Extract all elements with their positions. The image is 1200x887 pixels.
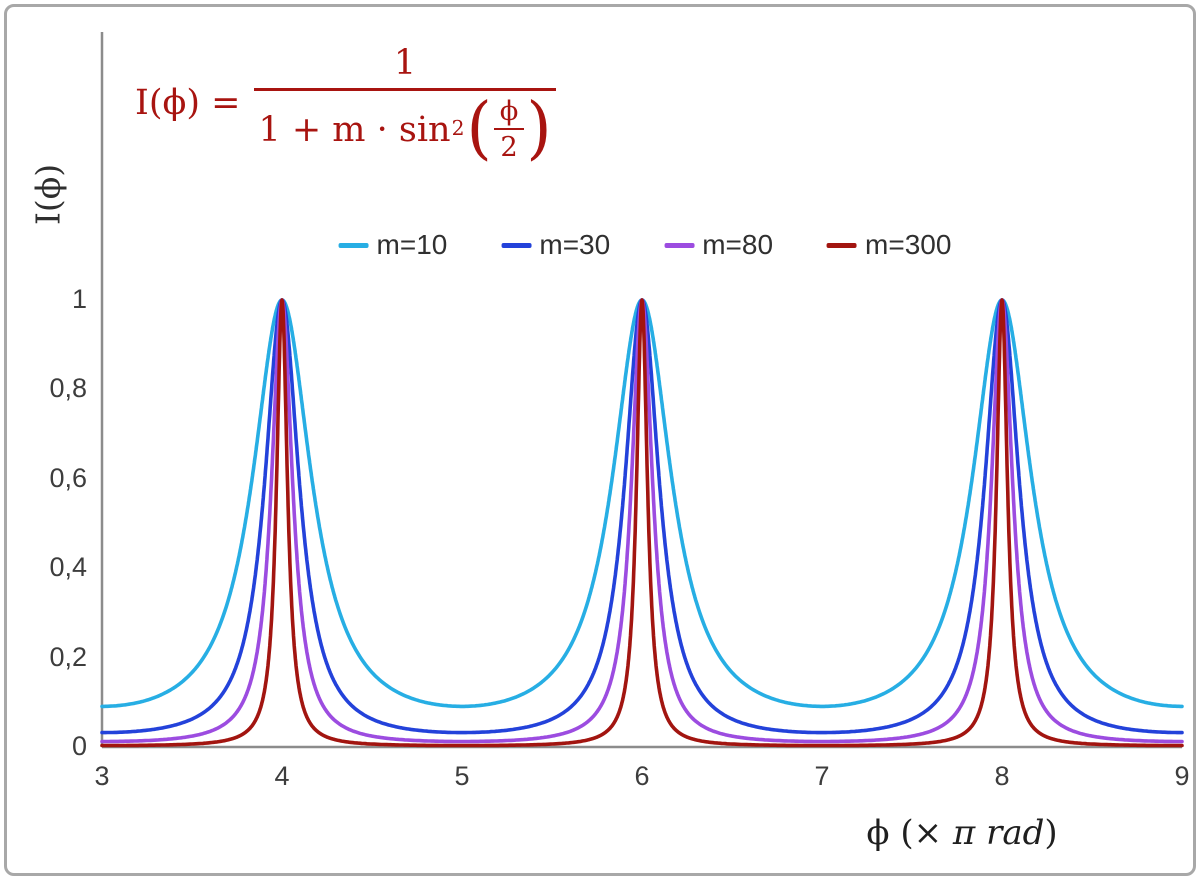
fraction-bar xyxy=(254,88,555,91)
y-axis-label: I(ϕ) xyxy=(29,130,68,260)
legend-swatch-m10 xyxy=(339,243,369,248)
right-paren: ) xyxy=(526,99,551,160)
formula-lhs: I(ϕ) = xyxy=(135,83,240,123)
inner-fraction: ϕ 2 xyxy=(494,96,525,163)
inner-numerator: ϕ xyxy=(494,96,525,128)
inner-denominator: 2 xyxy=(494,128,523,163)
series-line-m=80 xyxy=(102,300,1182,742)
legend-swatch-m30 xyxy=(501,243,531,248)
legend-item: m=10 xyxy=(339,229,448,261)
legend-label: m=10 xyxy=(377,229,448,261)
legend-label: m=300 xyxy=(865,229,951,261)
legend-item: m=80 xyxy=(664,229,773,261)
x-axis-label-unit: π rad xyxy=(953,813,1044,853)
legend-swatch-m300 xyxy=(827,243,857,248)
legend-item: m=30 xyxy=(501,229,610,261)
legend: m=10 m=30 m=80 m=300 xyxy=(339,229,952,261)
legend-swatch-m80 xyxy=(664,243,694,248)
legend-label: m=30 xyxy=(539,229,610,261)
x-axis-label-close: ) xyxy=(1044,813,1057,853)
formula-numerator: 1 xyxy=(386,43,424,83)
legend-item: m=300 xyxy=(827,229,951,261)
series-line-m=300 xyxy=(102,300,1182,746)
left-paren: ( xyxy=(466,99,491,160)
x-axis-label: ϕ (× π rad) xyxy=(866,813,1057,853)
formula-den-text: 1 + m · sin xyxy=(258,110,450,150)
formula-den-exponent: 2 xyxy=(452,116,465,140)
x-axis-label-symbol: ϕ (× xyxy=(866,813,953,853)
series-line-m=30 xyxy=(102,300,1182,733)
legend-label: m=80 xyxy=(702,229,773,261)
